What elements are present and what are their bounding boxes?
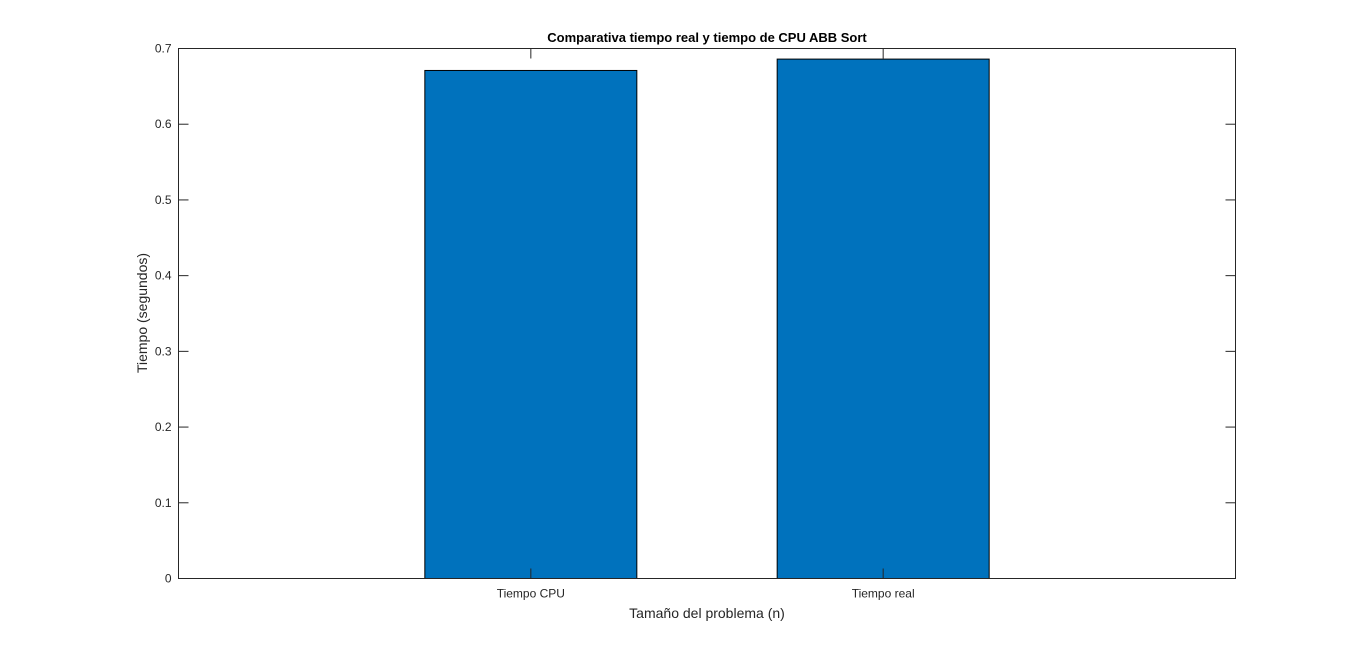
y-tick-label-7: 0.7 — [155, 42, 172, 56]
bar-0 — [424, 69, 638, 579]
y-tick-label-5: 0.5 — [155, 193, 172, 207]
y-tick-label-4: 0.4 — [155, 269, 172, 283]
bar-1 — [776, 58, 990, 580]
plot-area — [178, 48, 1236, 579]
y-axis: 0 0.1 0.2 0.3 0.4 0.5 0.6 0.7 — [155, 42, 1236, 586]
chart-title: Comparativa tiempo real y tiempo de CPU … — [547, 30, 867, 45]
x-tick-label-1: Tiempo real — [852, 587, 915, 601]
y-tick-label-6: 0.6 — [155, 117, 172, 131]
y-tick-label-3: 0.3 — [155, 344, 172, 358]
y-tick-label-0: 0 — [165, 572, 172, 586]
x-axis: Tiempo CPU Tiempo real — [497, 48, 915, 601]
y-axis-label: Tiempo (segundos) — [134, 253, 150, 373]
x-tick-label-0: Tiempo CPU — [497, 587, 565, 601]
y-tick-label-1: 0.1 — [155, 496, 172, 510]
bars-group — [424, 58, 990, 580]
x-axis-label: Tamaño del problema (n) — [629, 605, 785, 621]
y-tick-label-2: 0.2 — [155, 420, 172, 434]
